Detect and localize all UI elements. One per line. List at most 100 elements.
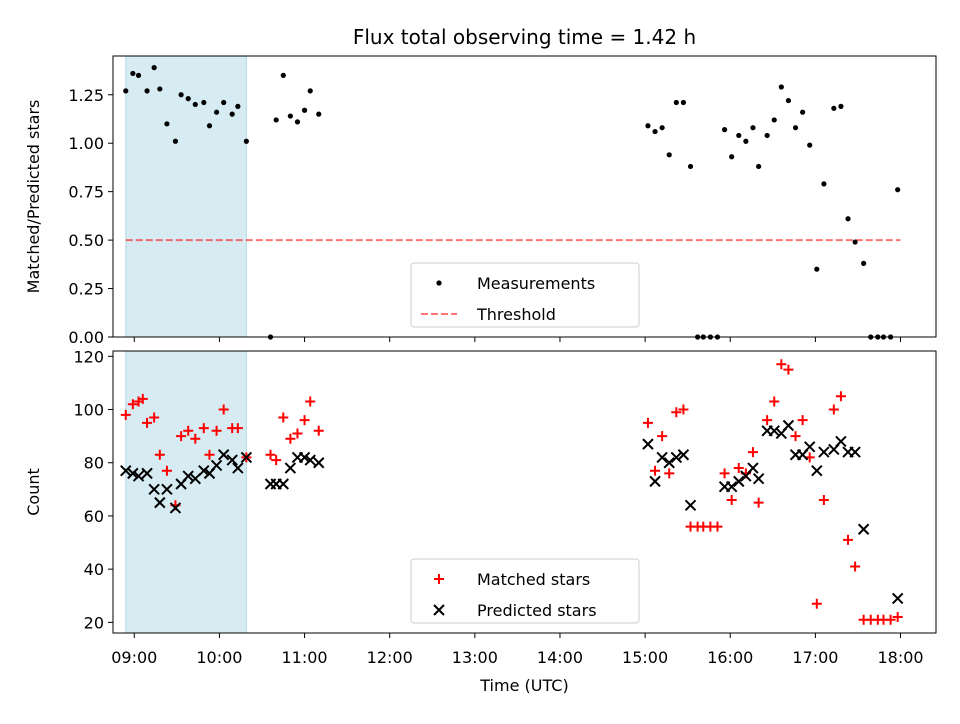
data-point (137, 393, 148, 404)
data-point (849, 446, 861, 458)
data-point (743, 138, 749, 144)
data-point (284, 462, 297, 474)
plot-area (125, 351, 247, 633)
data-point (828, 404, 839, 415)
data-point (151, 65, 157, 71)
data-point (656, 451, 668, 464)
chart-title: Flux total observing time = 1.42 h (353, 25, 696, 49)
data-point (835, 435, 847, 448)
data-point (800, 109, 806, 115)
data-point (271, 455, 282, 466)
data-point (161, 465, 172, 476)
y-tick-label: 120 (73, 347, 104, 366)
data-point (198, 423, 209, 434)
data-point (164, 121, 170, 127)
data-point (192, 101, 198, 108)
data-point (659, 125, 665, 131)
data-point (747, 447, 758, 458)
legend-label: Measurements (477, 274, 595, 293)
data-point (838, 103, 844, 109)
y-tick-label: 80 (84, 454, 104, 473)
data-point (762, 415, 773, 426)
legend-marker (436, 280, 442, 286)
data-point (313, 425, 324, 436)
x-tick-label: 09:00 (111, 648, 157, 667)
data-point (278, 412, 289, 423)
data-point (733, 475, 745, 488)
x-tick-label: 17:00 (792, 648, 838, 667)
data-point (292, 428, 303, 439)
data-point (120, 465, 132, 477)
data-point (277, 478, 289, 490)
x-tick-label: 16:00 (707, 648, 753, 667)
data-point (845, 216, 851, 222)
x-tick-label: 10:00 (196, 648, 242, 667)
y-tick-label: 40 (84, 560, 104, 579)
legend-label: Threshold (476, 305, 556, 324)
y-tick-label: 60 (84, 507, 104, 526)
data-point (783, 364, 794, 375)
data-point (721, 127, 728, 133)
data-point (316, 111, 322, 117)
data-point (217, 449, 230, 461)
series-matched-stars (120, 359, 903, 625)
data-point (182, 470, 194, 482)
legend: Matched stars Predicted stars (410, 558, 640, 624)
y-tick-label: 0.50 (68, 231, 104, 250)
data-point (885, 614, 896, 625)
data-point (313, 457, 325, 469)
data-point (144, 88, 150, 94)
data-point (680, 99, 687, 106)
legend-box (410, 262, 640, 328)
data-point (642, 417, 653, 428)
data-point (729, 154, 735, 160)
data-point (148, 483, 160, 496)
data-point (142, 417, 153, 428)
legend: Measurements Threshold (410, 262, 640, 328)
data-point (169, 502, 182, 514)
data-point (305, 396, 316, 407)
data-point (778, 84, 784, 90)
data-point (673, 99, 679, 106)
x-tick-label: 14:00 (537, 648, 583, 667)
observing-span (125, 351, 247, 633)
legend-label: Predicted stars (477, 601, 597, 620)
data-point (764, 132, 770, 139)
data-point (671, 407, 682, 418)
data-point (818, 494, 829, 505)
data-point (733, 463, 744, 474)
data-point (157, 86, 163, 92)
data-point (161, 483, 173, 496)
data-point (861, 260, 867, 266)
data-point (850, 561, 861, 572)
data-point (154, 449, 165, 460)
data-point (642, 438, 654, 450)
data-point (298, 451, 311, 464)
legend-label: Matched stars (477, 570, 590, 589)
data-point (666, 152, 672, 158)
data-point (210, 459, 223, 472)
data-point (213, 109, 220, 115)
data-point (747, 462, 759, 474)
data-point (154, 496, 166, 509)
data-point (198, 465, 210, 477)
y-tick-label: 0.25 (68, 280, 104, 299)
data-point (843, 534, 854, 545)
data-point (285, 433, 296, 444)
legend-box (410, 558, 640, 624)
data-point (670, 451, 683, 464)
data-point (895, 187, 901, 193)
data-point (301, 107, 308, 113)
data-point (229, 111, 235, 117)
panel-1: 0.00 0.25 0.50 0.75 1.00 1.25 Flux total obser… (24, 25, 937, 347)
data-point (768, 425, 780, 437)
plot-area (125, 56, 901, 337)
y-tick-label: 20 (84, 613, 104, 632)
data-point (240, 451, 253, 464)
observing-span (125, 56, 247, 337)
data-point (857, 523, 870, 535)
data-point (790, 431, 801, 442)
data-point (736, 132, 742, 139)
data-point (204, 449, 215, 460)
